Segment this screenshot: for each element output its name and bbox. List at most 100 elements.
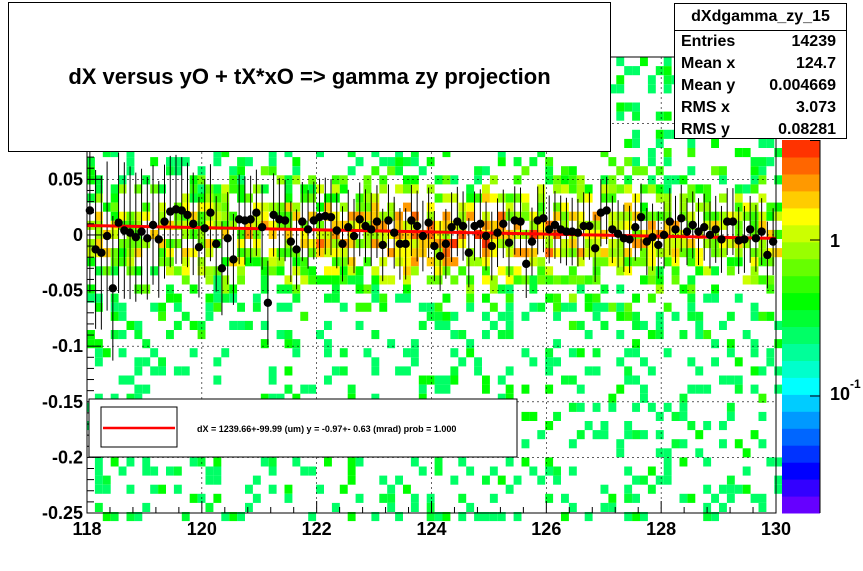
heatmap-cell: [758, 493, 767, 503]
heatmap-cell: [545, 266, 554, 276]
data-point: [481, 231, 491, 241]
heatmap-cell: [237, 239, 245, 249]
heatmap-cell: [347, 211, 356, 221]
heatmap-cell: [505, 384, 514, 394]
heatmap-cell: [410, 493, 419, 503]
heatmap-cell: [245, 229, 253, 239]
heatmap-cell: [221, 348, 230, 358]
heatmap-cell: [442, 211, 451, 221]
heatmap-cell: [181, 248, 190, 258]
heatmap-cell: [647, 157, 656, 167]
heatmap-cell: [671, 439, 680, 449]
data-point: [355, 215, 364, 224]
heatmap-cell: [679, 175, 688, 185]
heatmap-cell: [316, 202, 324, 212]
heatmap-cell: [134, 266, 143, 276]
heatmap-cell: [774, 484, 783, 494]
heatmap-cell: [584, 366, 593, 376]
heatmap-cell: [640, 166, 648, 176]
heatmap-cell: [458, 239, 467, 249]
data-point: [562, 227, 571, 236]
data-point: [464, 248, 474, 257]
data-point: [194, 242, 204, 252]
data-point: [367, 225, 376, 234]
heatmap-cell: [158, 357, 166, 367]
heatmap-cell: [568, 239, 577, 249]
heatmap-cell: [173, 211, 182, 221]
heatmap-cell: [576, 402, 585, 412]
heatmap-cell: [719, 502, 727, 512]
heatmap-cell: [726, 484, 735, 494]
heatmap-cell: [316, 229, 324, 239]
palette-label-10-exp: 10: [830, 384, 850, 404]
heatmap-cell: [410, 457, 419, 467]
heatmap-cell: [316, 148, 324, 158]
heatmap-cell: [482, 193, 490, 203]
heatmap-cell: [395, 220, 403, 230]
heatmap-cell: [687, 284, 696, 294]
heatmap-cell: [339, 348, 348, 358]
heatmap-cell: [181, 220, 190, 230]
heatmap-cell: [616, 239, 625, 249]
heatmap-cell: [719, 193, 727, 203]
heatmap-cell: [742, 484, 751, 494]
data-point: [722, 217, 732, 226]
heatmap-cell: [545, 357, 554, 367]
heatmap-cell: [268, 229, 277, 239]
heatmap-cell: [410, 257, 419, 267]
heatmap-cell: [268, 366, 277, 376]
heatmap-cell: [632, 66, 640, 76]
heatmap-cell: [766, 138, 775, 148]
heatmap-cell: [110, 311, 119, 321]
heatmap-cell: [750, 339, 759, 349]
heatmap-cell: [221, 275, 230, 285]
heatmap-cell: [663, 129, 672, 139]
heatmap-cell: [237, 193, 245, 203]
data-point: [625, 235, 634, 244]
heatmap-cell: [766, 157, 775, 167]
heatmap-cell: [647, 211, 656, 221]
heatmap-cell: [687, 248, 696, 258]
heatmap-cell: [640, 320, 648, 330]
heatmap-cell: [521, 248, 530, 258]
y-tick-label: 0.05: [48, 169, 83, 189]
heatmap-cell: [632, 375, 640, 385]
heatmap-cell: [110, 266, 119, 276]
heatmap-cell: [308, 384, 317, 394]
heatmap-cell: [703, 293, 712, 303]
heatmap-cell: [134, 239, 143, 249]
heatmap-cell: [655, 166, 664, 176]
heatmap-cell: [237, 512, 245, 522]
data-point: [246, 215, 255, 224]
heatmap-cell: [434, 384, 443, 394]
heatmap-cell: [726, 475, 735, 485]
heatmap-cell: [284, 193, 293, 203]
heatmap-cell: [410, 184, 419, 194]
heatmap-cell: [268, 466, 277, 476]
heatmap-cell: [450, 375, 459, 385]
heatmap-cell: [703, 202, 712, 212]
heatmap-cell: [576, 193, 585, 203]
heatmap-cell: [624, 248, 633, 258]
heatmap-cell: [663, 184, 672, 194]
heatmap-cell: [324, 339, 332, 349]
heatmap-cell: [758, 166, 767, 176]
heatmap-cell: [482, 275, 490, 285]
heatmap-cell: [442, 229, 451, 239]
heatmap-cell: [142, 211, 151, 221]
heatmap-cell: [434, 229, 443, 239]
heatmap-cell: [624, 211, 633, 221]
x-tick-label: 124: [416, 519, 446, 539]
palette-swatch: [782, 445, 820, 463]
heatmap-cell: [774, 248, 783, 258]
heatmap-cell: [671, 266, 680, 276]
heatmap-cell: [110, 330, 119, 340]
data-point: [412, 221, 422, 231]
stats-label: RMS x: [681, 99, 730, 116]
data-point: [384, 216, 393, 225]
heatmap-cell: [450, 175, 459, 185]
data-point: [114, 218, 123, 227]
heatmap-cell: [316, 184, 324, 194]
heatmap-cell: [213, 284, 222, 294]
heatmap-cell: [158, 184, 166, 194]
